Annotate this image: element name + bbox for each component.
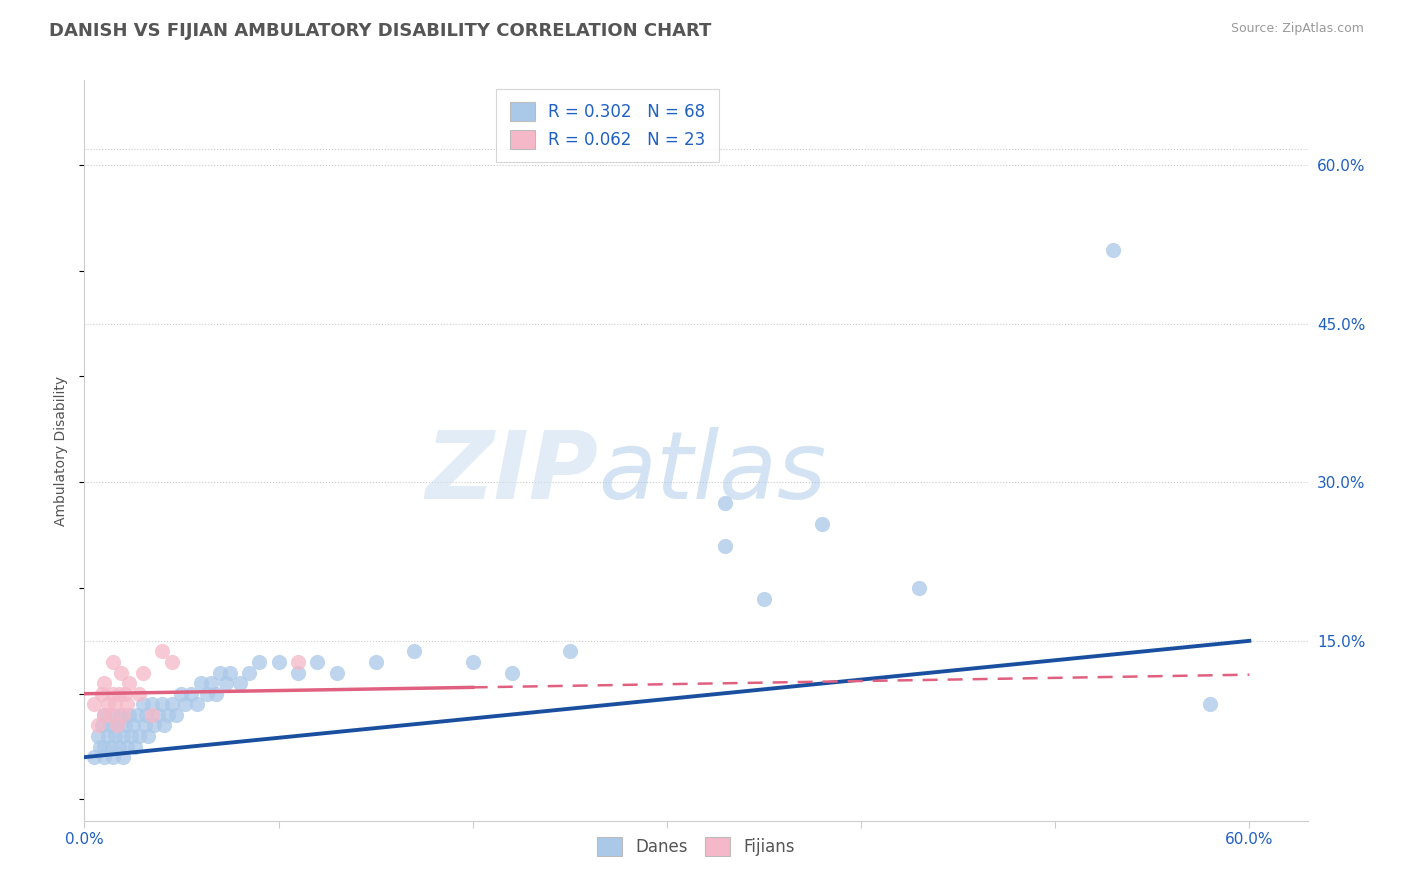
Point <box>461 655 484 669</box>
Point <box>186 698 208 712</box>
Point <box>103 687 125 701</box>
Point <box>160 655 183 669</box>
Point <box>83 698 105 712</box>
Point <box>118 707 141 722</box>
Point <box>558 644 581 658</box>
Point <box>114 718 136 732</box>
Point <box>93 739 115 754</box>
Point <box>103 655 125 669</box>
Point <box>90 687 112 701</box>
Point <box>364 655 387 669</box>
Point <box>138 729 160 743</box>
Point <box>153 718 176 732</box>
Point <box>326 665 349 680</box>
Point <box>287 655 309 669</box>
Point <box>714 496 737 510</box>
Point <box>267 655 290 669</box>
Point <box>238 665 260 680</box>
Point <box>135 707 157 722</box>
Point <box>128 687 150 701</box>
Point <box>1199 698 1222 712</box>
Point <box>112 750 135 764</box>
Point <box>105 718 128 732</box>
Point <box>115 739 138 754</box>
Point <box>125 707 148 722</box>
Point <box>131 698 153 712</box>
Point <box>131 665 153 680</box>
Point <box>118 676 141 690</box>
Point <box>105 718 128 732</box>
Point <box>108 687 131 701</box>
Point <box>97 698 120 712</box>
Point <box>104 698 127 712</box>
Point <box>110 707 132 722</box>
Point <box>714 539 737 553</box>
Point <box>141 707 163 722</box>
Point <box>110 665 132 680</box>
Point <box>93 707 115 722</box>
Point <box>174 698 197 712</box>
Point <box>104 729 127 743</box>
Point <box>908 581 931 595</box>
Point <box>87 729 110 743</box>
Point <box>811 517 834 532</box>
Point <box>93 707 115 722</box>
Point <box>124 739 146 754</box>
Point <box>156 707 179 722</box>
Point <box>143 718 166 732</box>
Point <box>90 718 112 732</box>
Point <box>190 676 212 690</box>
Point <box>114 687 136 701</box>
Point <box>150 698 173 712</box>
Y-axis label: Ambulatory Disability: Ambulatory Disability <box>55 376 69 525</box>
Point <box>112 729 135 743</box>
Point <box>160 698 183 712</box>
Point <box>404 644 426 658</box>
Point <box>93 676 115 690</box>
Point <box>115 698 138 712</box>
Point <box>215 676 238 690</box>
Text: ZIP: ZIP <box>425 426 598 518</box>
Point <box>219 665 242 680</box>
Point <box>87 718 110 732</box>
Point <box>501 665 523 680</box>
Point <box>141 698 163 712</box>
Text: Source: ZipAtlas.com: Source: ZipAtlas.com <box>1230 22 1364 36</box>
Point <box>307 655 329 669</box>
Point <box>180 687 202 701</box>
Point <box>103 707 125 722</box>
Point <box>103 750 125 764</box>
Point <box>150 644 173 658</box>
Point <box>1102 243 1125 257</box>
Text: atlas: atlas <box>598 427 827 518</box>
Point <box>83 750 105 764</box>
Point <box>134 718 156 732</box>
Point <box>205 687 228 701</box>
Point <box>97 729 120 743</box>
Point <box>122 718 145 732</box>
Point <box>128 729 150 743</box>
Point <box>98 718 121 732</box>
Point <box>100 739 122 754</box>
Point <box>146 707 169 722</box>
Point <box>165 707 187 722</box>
Point <box>98 707 121 722</box>
Point <box>247 655 270 669</box>
Text: DANISH VS FIJIAN AMBULATORY DISABILITY CORRELATION CHART: DANISH VS FIJIAN AMBULATORY DISABILITY C… <box>49 22 711 40</box>
Point <box>228 676 250 690</box>
Point <box>112 707 135 722</box>
Legend: Danes, Fijians: Danes, Fijians <box>589 828 803 864</box>
Point <box>195 687 218 701</box>
Point <box>120 729 142 743</box>
Point <box>287 665 309 680</box>
Point <box>93 750 115 764</box>
Point <box>752 591 775 606</box>
Point <box>108 739 131 754</box>
Point <box>89 739 111 754</box>
Point <box>209 665 232 680</box>
Point <box>170 687 193 701</box>
Point <box>200 676 222 690</box>
